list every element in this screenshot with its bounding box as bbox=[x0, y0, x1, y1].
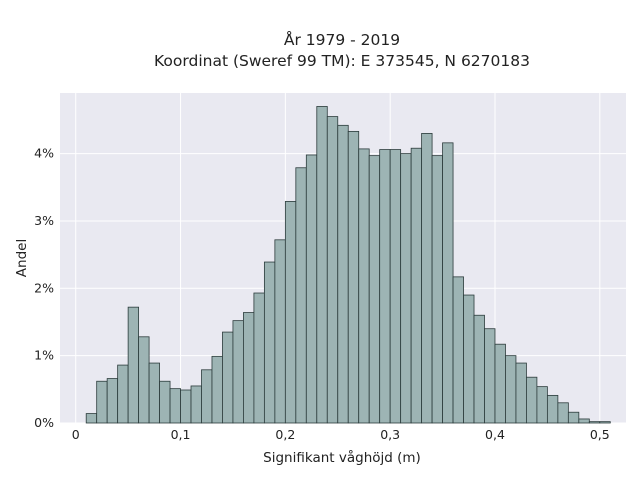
histogram-bar bbox=[96, 380, 108, 424]
y-tick-labels: 0% 1% 2% 3% 4% bbox=[34, 146, 54, 430]
y-tick-label: 3% bbox=[34, 213, 54, 228]
x-tick-label: 0,3 bbox=[380, 427, 400, 442]
histogram-bar bbox=[180, 389, 192, 424]
chart-title-line2: Koordinat (Sweref 99 TM): E 373545, N 62… bbox=[154, 52, 530, 70]
histogram-bar bbox=[358, 148, 370, 424]
histogram-bar bbox=[138, 336, 150, 424]
histogram-bar bbox=[305, 154, 318, 424]
histogram-bar bbox=[117, 364, 129, 424]
histogram-bar bbox=[505, 355, 517, 424]
histogram-bar bbox=[190, 385, 202, 424]
histogram-bar bbox=[536, 386, 548, 424]
histogram-bar bbox=[316, 106, 328, 424]
histogram-bar bbox=[379, 149, 391, 424]
histogram-bar bbox=[463, 294, 475, 424]
y-tick-label: 1% bbox=[34, 348, 54, 363]
histogram-bar bbox=[557, 402, 569, 424]
histogram-bar bbox=[452, 276, 464, 424]
histogram-bar bbox=[148, 362, 160, 424]
histogram-bar bbox=[284, 201, 297, 424]
histogram-bar bbox=[421, 133, 433, 424]
histogram-bar bbox=[368, 155, 381, 424]
histogram-bar bbox=[431, 155, 443, 424]
histogram-bar bbox=[599, 421, 611, 424]
bars bbox=[85, 106, 611, 424]
x-tick-labels: 0 0,1 0,2 0,3 0,4 0,5 bbox=[72, 427, 610, 442]
histogram-bar bbox=[337, 124, 349, 424]
x-tick-label: 0 bbox=[72, 427, 80, 442]
histogram-bar bbox=[400, 153, 412, 424]
histogram-bar bbox=[567, 411, 580, 424]
y-tick-label: 2% bbox=[34, 280, 54, 295]
x-tick-label: 0,1 bbox=[171, 427, 191, 442]
histogram-bar bbox=[232, 320, 244, 424]
histogram-bar bbox=[127, 306, 140, 424]
histogram-bar bbox=[159, 380, 171, 424]
histogram-bar bbox=[526, 376, 538, 424]
x-tick-label: 0,5 bbox=[590, 427, 610, 442]
y-axis-label: Andel bbox=[14, 239, 30, 277]
histogram-bar bbox=[389, 149, 402, 424]
histogram-bar bbox=[473, 314, 485, 424]
histogram-bar bbox=[253, 292, 265, 424]
histogram-bar bbox=[106, 378, 119, 424]
y-tick-label: 0% bbox=[34, 415, 54, 430]
histogram-bar bbox=[274, 239, 286, 424]
histogram-bar bbox=[494, 343, 506, 424]
histogram-bar bbox=[588, 421, 601, 424]
histogram-bar bbox=[222, 331, 234, 424]
histogram-bar bbox=[169, 388, 181, 424]
histogram-bar bbox=[410, 147, 423, 424]
y-tick-label: 4% bbox=[34, 146, 54, 161]
histogram-bar bbox=[546, 394, 559, 424]
histogram-bar bbox=[442, 142, 454, 424]
histogram-bar bbox=[263, 261, 276, 424]
histogram-bar bbox=[85, 413, 98, 424]
x-tick-label: 0,4 bbox=[485, 427, 505, 442]
histogram-bar bbox=[211, 355, 223, 424]
chart-title-line1: År 1979 - 2019 bbox=[284, 30, 400, 49]
histogram-bar bbox=[326, 116, 339, 424]
histogram-bar bbox=[484, 328, 496, 424]
histogram-bar bbox=[347, 130, 360, 424]
histogram-bar bbox=[201, 369, 213, 424]
histogram-bar bbox=[243, 312, 255, 424]
x-tick-label: 0,2 bbox=[275, 427, 295, 442]
histogram-bar bbox=[295, 167, 307, 424]
histogram-bar bbox=[578, 418, 590, 424]
x-axis-label: Signifikant våghöjd (m) bbox=[263, 449, 421, 466]
histogram-bar bbox=[515, 362, 527, 424]
